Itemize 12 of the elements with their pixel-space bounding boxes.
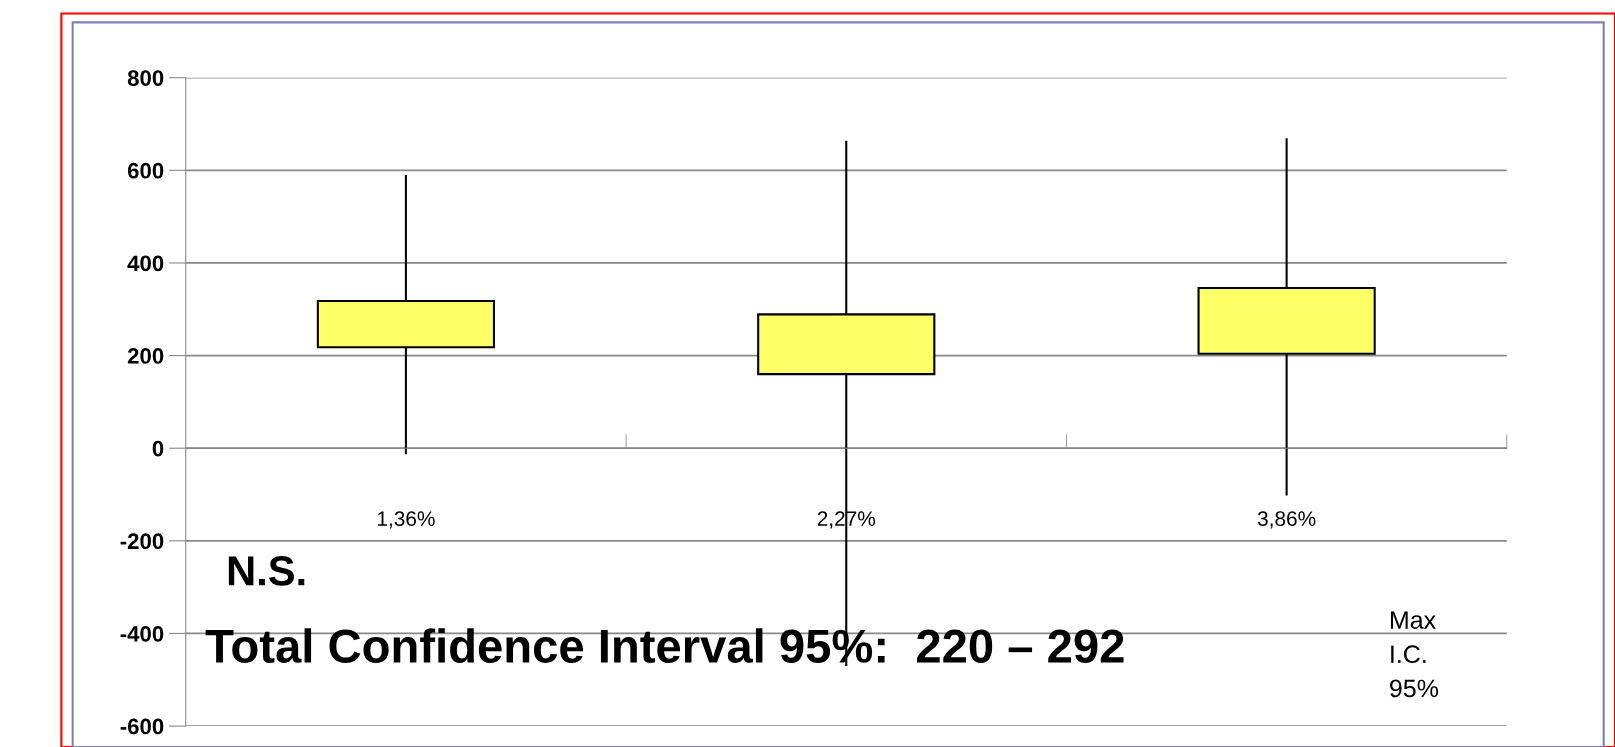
y-tick-label: -600 [120,718,164,735]
y-tick-label: -200 [120,533,164,550]
y-tick-label: 200 [127,348,164,364]
annotation: N.S. [228,556,305,586]
y-tick-label: 800 [127,70,164,86]
x-tick-label: 1,36% [377,511,435,529]
x-tick-label: 3,86% [1257,511,1316,529]
annotation: Max I.C. 95% [1390,611,1439,698]
y-tick-label: 400 [127,255,164,272]
y-tick-label: -400 [120,625,164,642]
y-tick-label: 0 [152,440,164,457]
y-tick-label: 600 [127,162,164,179]
